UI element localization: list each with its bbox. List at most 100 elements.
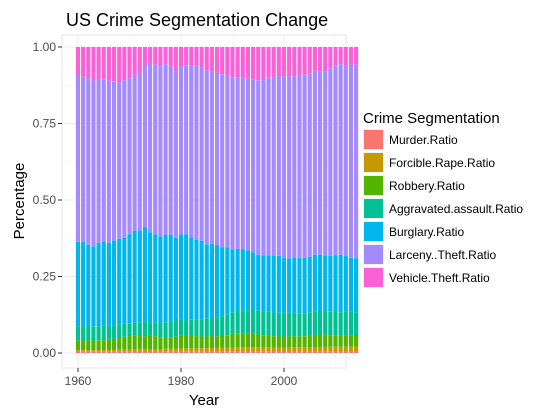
bar-segment-robbery-ratio-2002	[292, 336, 297, 348]
bar-segment-forcible-rape-ratio-2006	[312, 347, 317, 352]
bar-segment-vehicle-theft-ratio-2012	[343, 47, 348, 66]
bar-segment-robbery-ratio-1999	[276, 336, 281, 348]
bar-segment-aggravated-assault-ratio-2012	[343, 311, 348, 336]
bar-segment-burglary-ratio-2007	[317, 254, 323, 311]
bar-segment-vehicle-theft-ratio-1971	[132, 47, 137, 75]
legend-items: Murder.Ratio Forcible.Rape.Ratio Robbery.R…	[363, 129, 523, 288]
bar-segment-vehicle-theft-ratio-1962	[86, 47, 91, 79]
bar-segment-burglary-ratio-1998	[271, 255, 276, 313]
bar-segment-aggravated-assault-ratio-1969	[122, 323, 127, 337]
bar-segment-burglary-ratio-1977	[163, 234, 168, 323]
bar-segment-aggravated-assault-ratio-2006	[312, 311, 317, 335]
bar-segment-murder-ratio-1962	[86, 351, 91, 353]
bar-segment-robbery-ratio-1994	[251, 333, 256, 348]
bar-segment-murder-ratio-1968	[117, 351, 122, 353]
bar-segment-larceny-theft-ratio-2002	[292, 76, 297, 259]
bar-segment-aggravated-assault-ratio-1967	[111, 325, 117, 339]
bar-segment-larceny-theft-ratio-1986	[209, 71, 214, 244]
bar-segment-robbery-ratio-1979	[173, 336, 178, 349]
bar-segment-burglary-ratio-1983	[194, 239, 199, 320]
bar-segment-murder-ratio-1992	[240, 351, 245, 353]
bar-segment-aggravated-assault-ratio-2013	[348, 311, 354, 336]
bar-segment-robbery-ratio-1986	[209, 336, 214, 348]
bar-segment-forcible-rape-ratio-1987	[214, 347, 220, 352]
bar-segment-vehicle-theft-ratio-1972	[137, 47, 142, 73]
bar-segment-robbery-ratio-1983	[194, 336, 199, 349]
bar-segment-aggravated-assault-ratio-1980	[178, 319, 184, 336]
bar-segment-aggravated-assault-ratio-2001	[287, 312, 292, 337]
bar-segment-vehicle-theft-ratio-1989	[225, 47, 230, 76]
bar-segment-vehicle-theft-ratio-1992	[240, 47, 245, 78]
bar-segment-burglary-ratio-1985	[204, 244, 209, 319]
bar-segment-vehicle-theft-ratio-1997	[266, 47, 271, 78]
bars-layer	[75, 47, 359, 353]
bar-segment-murder-ratio-1984	[199, 351, 204, 353]
bar-segment-robbery-ratio-1989	[225, 335, 230, 348]
bar-segment-burglary-ratio-1973	[142, 227, 148, 322]
bar-segment-robbery-ratio-1981	[184, 335, 189, 349]
bar-segment-forcible-rape-ratio-1980	[178, 348, 184, 352]
bar-segment-larceny-theft-ratio-1995	[256, 80, 261, 255]
bar-segment-murder-ratio-2013	[348, 351, 354, 353]
bar-segment-larceny-theft-ratio-1969	[122, 80, 127, 238]
bar-segment-burglary-ratio-1975	[153, 234, 158, 323]
bar-segment-burglary-ratio-1965	[101, 241, 106, 326]
legend: Crime Segmentation Murder.Ratio Forcible.…	[363, 110, 523, 288]
bar-segment-larceny-theft-ratio-1982	[189, 65, 194, 238]
bar-segment-forcible-rape-ratio-2012	[343, 346, 348, 352]
bar-segment-burglary-ratio-2014	[354, 258, 359, 313]
bar-segment-robbery-ratio-1995	[256, 334, 261, 348]
bar-segment-murder-ratio-1991	[235, 351, 240, 353]
bar-segment-murder-ratio-1979	[173, 351, 178, 353]
bar-segment-forcible-rape-ratio-1969	[122, 349, 127, 352]
bar-segment-larceny-theft-ratio-2008	[323, 71, 328, 256]
bar-segment-robbery-ratio-1972	[137, 336, 142, 350]
bar-segment-murder-ratio-1970	[127, 351, 132, 353]
bar-segment-robbery-ratio-1997	[266, 335, 271, 348]
bar-segment-aggravated-assault-ratio-1981	[184, 320, 189, 336]
bar-segment-murder-ratio-2001	[287, 351, 292, 353]
bar-segment-robbery-ratio-2007	[317, 334, 323, 347]
bar-segment-forcible-rape-ratio-2002	[292, 347, 297, 352]
bar-segment-burglary-ratio-1993	[245, 250, 251, 311]
bar-segment-burglary-ratio-1996	[261, 255, 266, 312]
y-axis-title: Percentage	[11, 163, 28, 240]
bar-segment-murder-ratio-1981	[184, 351, 189, 353]
bar-segment-aggravated-assault-ratio-1977	[163, 322, 168, 338]
chart-title: US Crime Segmentation Change	[66, 10, 328, 30]
bar-segment-robbery-ratio-1977	[163, 337, 168, 349]
legend-label-forcible-rape-ratio: Forcible.Rape.Ratio	[389, 156, 495, 170]
bar-segment-burglary-ratio-1964	[96, 242, 101, 327]
bar-segment-forcible-rape-ratio-1977	[163, 348, 168, 352]
bar-segment-aggravated-assault-ratio-1960	[75, 326, 81, 341]
bar-segment-forcible-rape-ratio-1981	[184, 348, 189, 352]
bar-segment-aggravated-assault-ratio-1975	[153, 322, 158, 337]
bar-segment-robbery-ratio-1976	[158, 337, 163, 350]
bar-segment-burglary-ratio-2006	[312, 254, 317, 312]
bar-segment-vehicle-theft-ratio-1961	[81, 47, 86, 77]
bar-segment-aggravated-assault-ratio-1997	[266, 311, 271, 336]
bar-segment-murder-ratio-1974	[148, 351, 153, 353]
bar-segment-larceny-theft-ratio-1988	[220, 74, 225, 248]
bar-segment-aggravated-assault-ratio-2014	[354, 312, 359, 337]
bar-segment-vehicle-theft-ratio-1969	[122, 47, 127, 81]
bar-segment-forcible-rape-ratio-1970	[127, 349, 132, 352]
bar-segment-forcible-rape-ratio-1972	[137, 349, 142, 352]
y-tick-label: 0.75	[33, 117, 57, 131]
bar-segment-larceny-theft-ratio-1985	[204, 70, 209, 245]
bar-segment-murder-ratio-1969	[122, 351, 127, 353]
bar-segment-burglary-ratio-1970	[127, 234, 132, 324]
x-axis-title: Year	[189, 392, 219, 409]
bar-segment-aggravated-assault-ratio-1992	[240, 310, 245, 334]
bar-segment-forcible-rape-ratio-2008	[323, 346, 328, 352]
bar-segment-murder-ratio-1961	[81, 351, 86, 353]
x-tick-label: 1960	[65, 374, 92, 388]
bar-segment-forcible-rape-ratio-2011	[338, 346, 343, 352]
legend-swatch-murder-ratio	[364, 130, 383, 149]
bar-segment-vehicle-theft-ratio-1965	[101, 47, 106, 80]
bar-segment-vehicle-theft-ratio-1970	[127, 47, 132, 79]
bar-segment-robbery-ratio-1967	[111, 338, 117, 350]
bar-segment-burglary-ratio-2000	[281, 257, 287, 313]
bar-segment-larceny-theft-ratio-1998	[271, 77, 276, 256]
